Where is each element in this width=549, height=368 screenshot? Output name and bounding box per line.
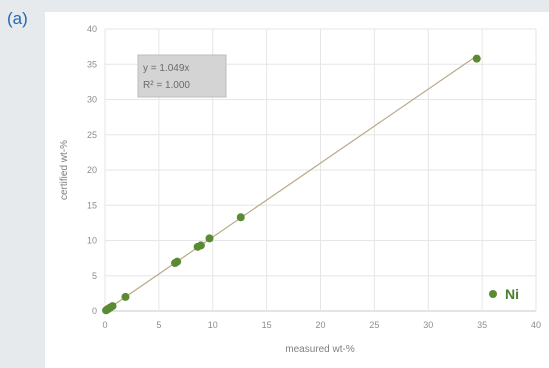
y-tick-label: 10 bbox=[87, 236, 97, 246]
data-point bbox=[205, 234, 214, 243]
data-point bbox=[173, 257, 182, 266]
data-point bbox=[236, 213, 245, 222]
data-points bbox=[102, 54, 481, 315]
x-tick-label: 5 bbox=[156, 320, 161, 330]
x-axis-title: measured wt-% bbox=[285, 344, 355, 355]
x-axis-ticks: 0 5 10 15 20 25 30 35 40 bbox=[102, 320, 541, 330]
data-point bbox=[121, 292, 130, 301]
data-point bbox=[472, 54, 481, 63]
x-tick-label: 15 bbox=[262, 320, 272, 330]
legend-marker-ni bbox=[489, 290, 497, 298]
y-tick-label: 30 bbox=[87, 95, 97, 105]
y-axis-title: certified wt-% bbox=[59, 140, 70, 200]
trendline-equation: y = 1.049x bbox=[143, 63, 189, 74]
trendline bbox=[104, 55, 478, 312]
y-tick-label: 5 bbox=[92, 271, 97, 281]
data-point bbox=[196, 241, 205, 250]
data-point bbox=[108, 302, 117, 311]
y-tick-label: 25 bbox=[87, 130, 97, 140]
x-tick-label: 40 bbox=[531, 320, 541, 330]
x-tick-label: 0 bbox=[102, 320, 107, 330]
y-tick-label: 0 bbox=[92, 306, 97, 316]
y-tick-label: 40 bbox=[87, 24, 97, 34]
scatter-chart: 0 5 10 15 20 25 30 35 40 0 5 10 15 20 25 30 35 40 y = 1.… bbox=[59, 24, 541, 355]
y-axis-ticks: 0 5 10 15 20 25 30 35 40 bbox=[87, 24, 97, 316]
legend: Ni bbox=[489, 286, 519, 302]
x-tick-label: 20 bbox=[315, 320, 325, 330]
x-tick-label: 30 bbox=[423, 320, 433, 330]
x-tick-label: 25 bbox=[369, 320, 379, 330]
r-squared-label: R² = 1.000 bbox=[143, 80, 190, 91]
equation-box bbox=[137, 54, 227, 98]
legend-label-ni: Ni bbox=[505, 286, 519, 302]
x-tick-label: 35 bbox=[477, 320, 487, 330]
y-tick-label: 15 bbox=[87, 200, 97, 210]
chart-card: 0 5 10 15 20 25 30 35 40 0 5 10 15 20 25 30 35 40 y = 1.… bbox=[45, 12, 549, 368]
panel-label: (a) bbox=[7, 9, 28, 28]
y-tick-label: 35 bbox=[87, 59, 97, 69]
x-tick-label: 10 bbox=[208, 320, 218, 330]
y-tick-label: 20 bbox=[87, 165, 97, 175]
